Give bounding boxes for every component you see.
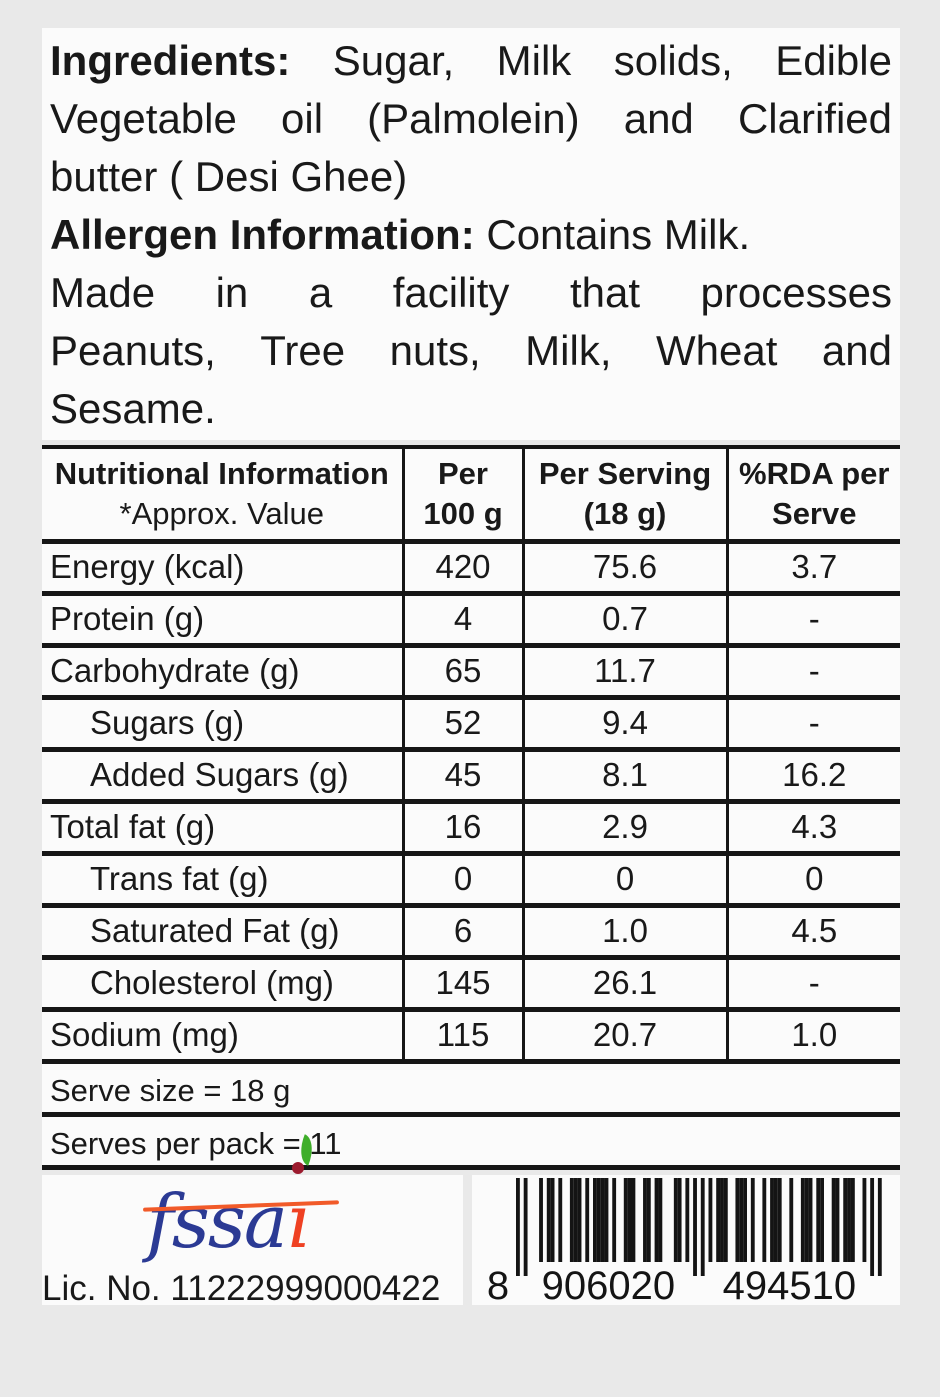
nutrient-label: Trans fat (g) — [42, 853, 403, 908]
facility-line: Made in a facility that processes — [50, 269, 892, 316]
value-rda-per-serve: 4.5 — [725, 905, 900, 960]
value-per-100g: 4 — [401, 593, 523, 648]
barcode-section: 8 906020 494510 — [472, 1174, 900, 1308]
table-row: Sodium (mg) 115 20.7 1.0 — [42, 1009, 900, 1064]
serve-size-row: Serve size = 18 g — [42, 1063, 900, 1117]
header-per-100g: Per 100 g — [401, 447, 523, 544]
value-per-100g: 16 — [401, 801, 523, 856]
ingredients-line: butter ( Desi Ghee) — [50, 153, 408, 200]
value-per-100g: 420 — [401, 541, 523, 596]
value-rda-per-serve: 3.7 — [725, 541, 900, 596]
header-approx-value: *Approx. Value — [119, 495, 325, 531]
value-per-100g: 0 — [401, 853, 523, 908]
value-rda-per-serve: 16.2 — [725, 749, 900, 804]
value-rda-per-serve: - — [725, 645, 900, 700]
nutrient-label: Protein (g) — [42, 593, 403, 648]
header-rda-per-serve: %RDA per Serve — [725, 447, 900, 544]
fssai-logo: fssaı — [142, 1133, 359, 1267]
svg-text:494510: 494510 — [723, 1264, 856, 1305]
fssai-section: fssaı Lic. No. 11222999000422 — [42, 1133, 463, 1308]
value-per-100g: 115 — [401, 1009, 523, 1064]
svg-text:8: 8 — [487, 1264, 509, 1305]
facility-line: Peanuts, Tree nuts, Milk, Wheat and — [50, 327, 892, 374]
table-row: Energy (kcal) 420 75.6 3.7 — [42, 541, 900, 596]
ingredients-line: Vegetable oil (Palmolein) and Clarified — [50, 95, 892, 142]
value-per-serving: 9.4 — [521, 697, 727, 752]
nutrient-label: Added Sugars (g) — [42, 749, 403, 804]
nutrient-label: Sodium (mg) — [42, 1009, 403, 1064]
table-row: Added Sugars (g) 45 8.1 16.2 — [42, 749, 900, 804]
table-row: Saturated Fat (g) 6 1.0 4.5 — [42, 905, 900, 960]
serves-per-pack-row: Serves per pack = 11 — [42, 1116, 900, 1170]
value-per-100g: 52 — [401, 697, 523, 752]
nutrient-label: Sugars (g) — [42, 697, 403, 752]
value-rda-per-serve: - — [725, 957, 900, 1012]
value-per-serving: 26.1 — [521, 957, 727, 1012]
facility-line: Sesame. — [50, 385, 216, 432]
value-per-serving: 2.9 — [521, 801, 727, 856]
allergen-line: Allergen Information: Contains Milk. — [50, 211, 751, 258]
nutrient-label: Saturated Fat (g) — [42, 905, 403, 960]
value-per-100g: 65 — [401, 645, 523, 700]
ingredients-section: Ingredients: Sugar, Milk solids, Edible Vege… — [42, 28, 900, 440]
value-per-100g: 45 — [401, 749, 523, 804]
value-rda-per-serve: 4.3 — [725, 801, 900, 856]
nutrition-table: Nutritional Information *Approx. Value P… — [42, 445, 900, 1064]
value-per-serving: 1.0 — [521, 905, 727, 960]
ingredients-line: Ingredients: Sugar, Milk solids, Edible — [50, 37, 892, 84]
value-rda-per-serve: 0 — [725, 853, 900, 908]
value-per-serving: 20.7 — [521, 1009, 727, 1064]
fssai-wordmark-blue: fssa — [146, 1178, 288, 1265]
value-rda-per-serve: 1.0 — [725, 1009, 900, 1064]
value-per-serving: 0 — [521, 853, 727, 908]
fssai-wordmark-i: ı — [285, 1178, 310, 1265]
value-per-serving: 11.7 — [521, 645, 727, 700]
header-title: Nutritional Information — [54, 455, 389, 491]
table-row: Carbohydrate (g) 65 11.7- — [42, 645, 900, 700]
barcode: 8 906020 494510 — [487, 1177, 882, 1308]
table-row: Total fat (g) 16 2.9 4.3 — [42, 801, 900, 856]
value-rda-per-serve: - — [725, 697, 900, 752]
nutrient-label: Carbohydrate (g) — [42, 645, 403, 700]
table-header-row: Nutritional Information *Approx. Value P… — [42, 447, 900, 544]
value-per-serving: 0.7 — [521, 593, 727, 648]
table-row: Protein (g) 4 0.7- — [42, 593, 900, 648]
value-per-serving: 8.1 — [521, 749, 727, 804]
nutrient-label: Cholesterol (mg) — [42, 957, 403, 1012]
footer: fssaı Lic. No. 11222999000422 8 906020 494… — [42, 1133, 900, 1308]
table-row: Sugars (g) 52 9.4- — [42, 697, 900, 752]
header-nutritional-information: Nutritional Information *Approx. Value — [42, 447, 403, 544]
nutrient-label: Total fat (g) — [42, 801, 403, 856]
value-rda-per-serve: - — [725, 593, 900, 648]
value-per-serving: 75.6 — [521, 541, 727, 596]
table-row: Trans fat (g) 0 0 0 — [42, 853, 900, 908]
fssai-berry-dot-icon — [291, 1161, 304, 1174]
table-row: Cholesterol (mg) 145 26.1- — [42, 957, 900, 1012]
nutrient-label: Energy (kcal) — [42, 541, 403, 596]
license-number: Lic. No. 11222999000422 — [42, 1268, 441, 1308]
value-per-100g: 6 — [401, 905, 523, 960]
svg-text:906020: 906020 — [542, 1264, 675, 1305]
header-per-serving: Per Serving (18 g) — [521, 447, 727, 544]
value-per-100g: 145 — [401, 957, 523, 1012]
